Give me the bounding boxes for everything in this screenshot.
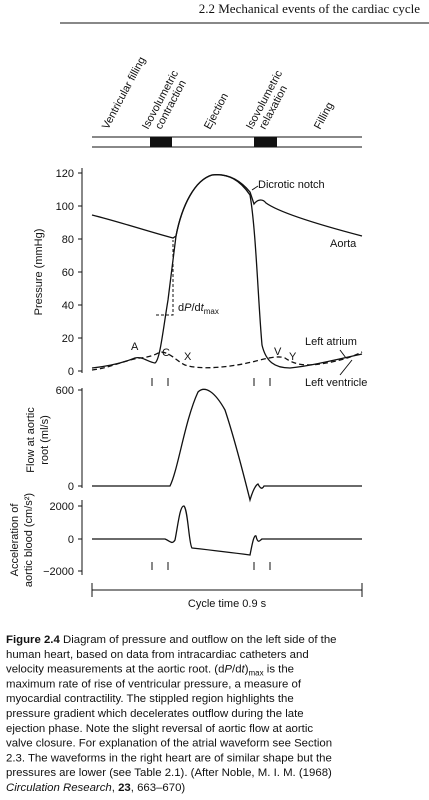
axis-label: Acceleration of — [9, 503, 21, 577]
pressure-ticks: 120 100 80 60 40 20 0 — [56, 168, 82, 378]
wave-label: V — [274, 346, 282, 358]
tick-label: 0 — [68, 366, 74, 378]
axis-label: root (ml/s) — [39, 415, 51, 465]
annotation: Dicrotic notch — [258, 179, 325, 191]
running-header: 2.2 Mechanical events of the cardiac cyc… — [199, 1, 420, 16]
tick-label: −2000 — [43, 566, 74, 578]
tick-label: 120 — [56, 168, 74, 180]
notch-pointer — [251, 185, 259, 191]
annotation: Left atrium — [305, 336, 357, 348]
accel-curve — [92, 505, 362, 556]
tick-label: 60 — [62, 267, 74, 279]
caption-line: human heart, based on data from intracar… — [6, 649, 309, 661]
caption-text: human heart, based on data from intracar… — [6, 649, 309, 661]
caption-line: valve closure. For explanation of the at… — [6, 738, 332, 750]
wave-label: X — [184, 351, 192, 363]
ventricle-curve — [91, 174, 363, 369]
tick-label: 20 — [62, 333, 74, 345]
caption-line: velocity measurements at the aortic root… — [6, 664, 294, 678]
phase-label: Ejection — [202, 91, 231, 131]
caption-text: valve closure. For explanation of the at… — [6, 738, 332, 750]
caption-text: pressure gradient which decelerates outf… — [6, 708, 304, 720]
tick-label: 40 — [62, 300, 74, 312]
caption-text: Figure 2.4 — [6, 634, 60, 646]
caption-text: pressures are lower (see Table 2.1). (Af… — [6, 767, 332, 779]
caption-text: max — [249, 669, 264, 678]
caption-line: myocardial contractility. The stippled r… — [6, 693, 294, 705]
caption-text: t — [242, 664, 246, 676]
axis-label: Flow at aortic — [25, 407, 37, 473]
time-axis — [91, 583, 363, 597]
tick-label: 80 — [62, 234, 74, 246]
caption: Figure 2.4 Diagram of pressure and outfl… — [6, 634, 337, 794]
axis-label: aortic blood (cm/s²) — [23, 493, 35, 587]
phase-label: Ventricular filling — [100, 55, 148, 131]
caption-text: , 663–670) — [131, 782, 186, 794]
pointer — [339, 349, 353, 376]
caption-text: , — [112, 782, 118, 794]
event-ticks — [151, 562, 271, 570]
tick-label: 2000 — [50, 501, 74, 513]
event-ticks — [151, 378, 271, 386]
caption-line: ejection phase. Note the slight reversal… — [6, 723, 313, 735]
atrium-curve — [91, 351, 363, 371]
caption-text: velocity measurements at the aortic root… — [6, 664, 224, 676]
tick-label: 600 — [56, 385, 74, 397]
wave-label: C — [162, 347, 170, 359]
caption-text: ejection phase. Note the slight reversal… — [6, 723, 313, 735]
dpdt-construction — [156, 240, 174, 316]
wave-label: Y — [289, 351, 297, 363]
caption-line: Circulation Research, 23, 663–670) — [6, 782, 185, 794]
wave-label: A — [131, 341, 139, 353]
caption-line: maximum rate of rise of ventricular pres… — [6, 678, 302, 690]
tick-label: 0 — [68, 481, 74, 493]
phase-label: Filling — [312, 100, 336, 131]
annotation: dP/dtmax — [178, 302, 219, 316]
annotation: Aorta — [330, 238, 357, 250]
caption-text: maximum rate of rise of ventricular pres… — [6, 678, 302, 690]
caption-line: 2.3. The waveforms in the right heart ar… — [6, 752, 332, 764]
caption-text: ) — [245, 664, 249, 676]
caption-text: is the — [264, 664, 294, 676]
tick-label: 0 — [68, 534, 74, 546]
caption-text: /d — [232, 664, 242, 676]
flow-curve — [92, 388, 362, 503]
caption-text: Diagram of pressure and outflow on the l… — [60, 634, 337, 646]
time-axis-label: Cycle time 0.9 s — [188, 598, 267, 610]
caption-text: P — [224, 664, 232, 676]
tick-marks — [78, 389, 82, 487]
caption-text: 2.3. The waveforms in the right heart ar… — [6, 752, 332, 764]
caption-line: pressures are lower (see Table 2.1). (Af… — [6, 767, 332, 779]
tick-marks — [78, 505, 82, 572]
phase-labels: Ventricular fillingIsovolumetriccontract… — [100, 55, 336, 131]
phase-block — [150, 137, 172, 147]
caption-text: Circulation Research — [6, 782, 112, 794]
phase-block — [254, 137, 277, 147]
caption-line: pressure gradient which decelerates outf… — [6, 708, 304, 720]
caption-text: 23 — [118, 782, 131, 794]
axis-label: Pressure (mmHg) — [33, 229, 45, 316]
annotation: Left ventricle — [305, 377, 367, 389]
tick-label: 100 — [56, 201, 74, 213]
caption-text: myocardial contractility. The stippled r… — [6, 693, 294, 705]
caption-line: Figure 2.4 Diagram of pressure and outfl… — [6, 634, 337, 646]
